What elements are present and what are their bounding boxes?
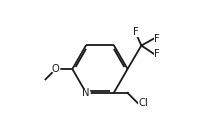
Text: F: F xyxy=(133,27,139,37)
Text: Cl: Cl xyxy=(138,98,148,108)
Text: O: O xyxy=(52,64,60,74)
Circle shape xyxy=(52,65,60,73)
Text: F: F xyxy=(154,34,160,44)
Circle shape xyxy=(82,89,90,97)
Text: N: N xyxy=(82,88,90,98)
Text: F: F xyxy=(154,49,160,59)
